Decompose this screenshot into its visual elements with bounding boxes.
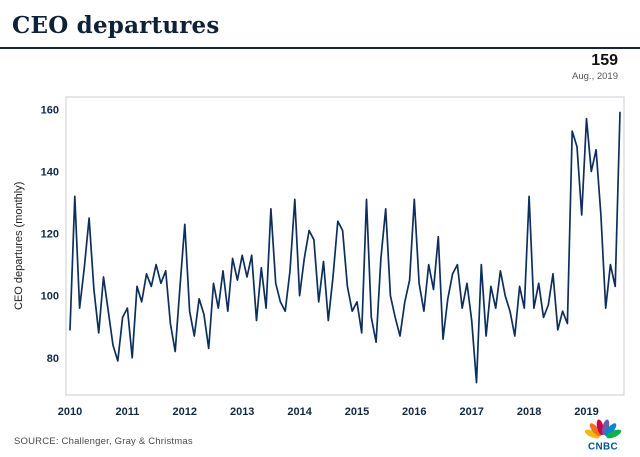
x-tick-label: 2015 [345, 406, 369, 418]
x-tick-label: 2019 [574, 406, 598, 418]
cnbc-logo-text: CNBC [588, 441, 618, 451]
peacock-icon [584, 419, 622, 439]
annotation-label: Aug., 2019 [572, 71, 618, 83]
x-tick-label: 2011 [115, 406, 139, 418]
x-tick-label: 2010 [58, 406, 82, 418]
x-tick-label: 2017 [459, 406, 483, 418]
departures-line [69, 111, 621, 384]
x-tick-label: 2014 [287, 406, 312, 418]
y-axis-title: CEO departures (monthly) [13, 181, 25, 311]
page-title: CEO departures [12, 12, 220, 39]
y-tick-label: 120 [41, 229, 59, 241]
y-tick-label: 140 [41, 167, 59, 179]
plot-border [65, 96, 625, 396]
cnbc-logo-svg: CNBC [584, 419, 622, 451]
source-text: SOURCE: Challenger, Gray & Christmas [14, 436, 193, 447]
footer: SOURCE: Challenger, Gray & Christmas CNB… [0, 419, 640, 451]
y-tick-label: 80 [47, 353, 59, 365]
annotation-value: 159 [591, 52, 618, 69]
x-tick-label: 2018 [517, 406, 541, 418]
peak-annotation: 159 Aug., 2019 [572, 52, 618, 83]
x-tick-label: 2016 [402, 406, 426, 418]
cnbc-logo: CNBC [580, 419, 626, 451]
x-tick-label: 2012 [173, 406, 197, 418]
title-divider [0, 47, 640, 49]
x-tick-label: 2013 [230, 406, 254, 418]
chart-area: CEO departures (monthly) 80 100 120 140 160 2… [0, 91, 640, 421]
line-chart: 80 100 120 140 160 2010 2011 2012 2013 2014 2015 20… [41, 96, 625, 418]
y-tick-label: 100 [41, 291, 59, 303]
header: CEO departures [0, 0, 640, 47]
y-tick-label: 160 [41, 104, 59, 116]
